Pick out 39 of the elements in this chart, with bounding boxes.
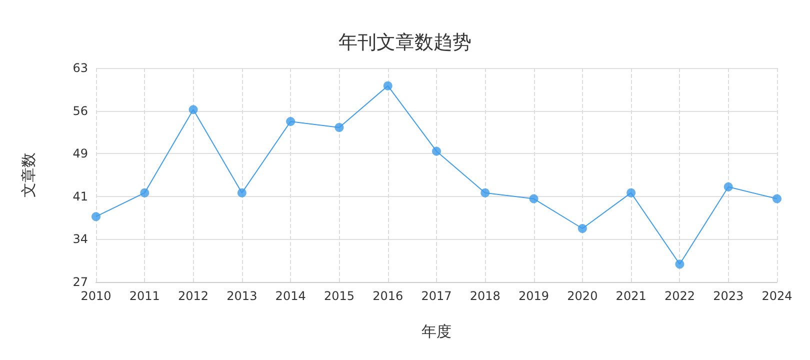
point (286, 117, 296, 126)
x-tick-label: 2013 (226, 289, 258, 303)
x-tick-label: 2010 (80, 289, 112, 303)
point (772, 194, 782, 204)
y-tick-label: 27 (72, 275, 88, 289)
point (626, 188, 636, 198)
x-tick-label: 2017 (421, 289, 452, 303)
y-tick-label: 49 (72, 146, 88, 161)
x-tick-label: 2016 (372, 289, 404, 303)
x-tick-label: 2015 (324, 289, 354, 303)
point (334, 122, 344, 132)
point (188, 105, 198, 114)
y-tick-label: 56 (72, 104, 88, 118)
chart-title: 年刊文章数趋势 (338, 32, 472, 54)
y-tick-label: 41 (72, 189, 88, 204)
x-tick-label: 2020 (567, 289, 598, 303)
x-tick-label: 2024 (762, 289, 792, 303)
x-tick-label: 2014 (275, 289, 306, 303)
y-tick-label: 34 (72, 232, 88, 246)
x-axis-title: 年度 (422, 322, 452, 340)
point (675, 260, 684, 269)
x-tick-label: 2022 (664, 289, 695, 303)
y-axis-title: 文章数 (20, 152, 38, 198)
y-tick-label: 63 (72, 61, 88, 75)
x-tick-label: 2012 (178, 289, 209, 303)
point (383, 81, 392, 90)
point (578, 224, 587, 233)
x-tick-label: 2021 (616, 289, 646, 303)
point (140, 188, 150, 198)
point (237, 188, 246, 198)
point (724, 182, 733, 192)
x-tick-label: 2011 (129, 289, 160, 303)
point (480, 188, 490, 198)
x-tick-label: 2019 (518, 289, 550, 303)
point (432, 146, 441, 156)
x-tick-label: 2018 (470, 289, 500, 303)
point (529, 194, 538, 204)
x-tick-label: 2023 (713, 289, 744, 303)
point (92, 212, 100, 222)
